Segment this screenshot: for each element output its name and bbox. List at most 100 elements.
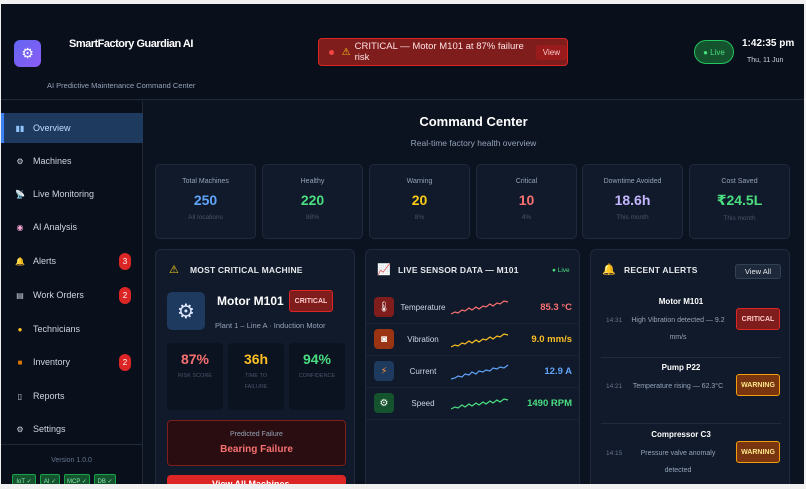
gear-icon: ⚙ bbox=[16, 156, 24, 166]
alerts-count-badge: 3 bbox=[119, 252, 131, 270]
machine-location: Plant 1 – Line A · Induction Motor bbox=[215, 321, 326, 330]
stat-card-total-machines[interactable]: Total Machines 250 All locations bbox=[155, 164, 256, 239]
recent-alerts-panel: 🔔 RECENT ALERTS View All Motor M101 14:3… bbox=[590, 249, 790, 484]
gear-icon: ⚙ bbox=[167, 292, 205, 330]
panel-title: LIVE SENSOR DATA — M101 bbox=[398, 265, 519, 275]
warning-icon: ⚠ bbox=[341, 46, 351, 58]
gear-icon: ⚙ bbox=[374, 393, 394, 413]
db-status-tag: DB ✓ bbox=[94, 474, 116, 484]
sidebar-item-label: Technicians bbox=[33, 324, 81, 334]
stat-sub: 4% bbox=[521, 214, 532, 221]
sensor-row-vibration[interactable]: ◙ Vibration 9.0 mm/s bbox=[366, 324, 580, 356]
live-status-badge: ● Live bbox=[694, 40, 734, 64]
chart-icon: ▮▮ bbox=[15, 123, 25, 133]
stat-label: Total Machines bbox=[182, 178, 229, 185]
sidebar-item-technicians[interactable]: ● Technicians bbox=[1, 314, 143, 344]
top-header: ⚙ SmartFactory Guardian AI AI Predictive… bbox=[1, 4, 804, 100]
bell-icon: 🔔 bbox=[602, 264, 616, 276]
clock-time: 1:42:35 pm bbox=[742, 38, 795, 49]
page-subtitle: Real-time factory health overview bbox=[410, 138, 537, 148]
page-title: Command Center bbox=[419, 114, 528, 129]
person-icon: ● bbox=[17, 324, 23, 334]
box-icon: ■ bbox=[17, 357, 23, 367]
alert-time: 14:15 bbox=[606, 450, 623, 457]
sidebar-item-label: Reports bbox=[33, 391, 65, 401]
sidebar-item-label: Live Monitoring bbox=[33, 189, 95, 199]
stat-value: 18.6h bbox=[614, 192, 651, 208]
sidebar-item-settings[interactable]: ⚙ Settings bbox=[1, 414, 143, 444]
stat-label: Cost Saved bbox=[721, 178, 758, 185]
sidebar-item-inventory[interactable]: ■ Inventory 2 bbox=[1, 347, 143, 377]
metric-value: 87% bbox=[180, 351, 210, 367]
vibration-sparkline bbox=[451, 333, 509, 348]
alert-message: High Vibration detected — 9.2 mm/s bbox=[631, 317, 725, 341]
sensor-value: 1490 RPM bbox=[527, 398, 572, 409]
alert-view-button[interactable]: View bbox=[535, 44, 567, 60]
sensor-name: Speed bbox=[411, 399, 435, 408]
stat-label: Warning bbox=[406, 178, 433, 185]
stat-card-critical[interactable]: Critical 10 4% bbox=[476, 164, 577, 239]
clock-date: Thu, 11 Jun bbox=[747, 57, 784, 64]
critical-alert-banner[interactable]: ⚠ CRITICAL — Motor M101 at 87% failure r… bbox=[318, 38, 568, 66]
trend-chart-icon: 📈 bbox=[377, 264, 391, 276]
sidebar-item-label: Overview bbox=[33, 123, 71, 133]
stat-sub: 8% bbox=[414, 214, 425, 221]
gear-icon: ⚙ bbox=[14, 40, 41, 67]
sidebar-item-ai-analysis[interactable]: ◉ AI Analysis bbox=[1, 212, 143, 242]
mcp-status-tag: MCP ✓ bbox=[64, 474, 90, 484]
sensor-row-speed[interactable]: ⚙ Speed 1490 RPM bbox=[366, 388, 580, 420]
stat-card-warning[interactable]: Warning 20 8% bbox=[369, 164, 470, 239]
app-subtitle: AI Predictive Maintenance Command Center bbox=[47, 81, 196, 90]
view-all-machines-button[interactable]: View All Machines → bbox=[167, 475, 346, 484]
alert-time: 14:31 bbox=[606, 317, 623, 324]
stat-value: 220 bbox=[300, 192, 325, 208]
lightning-icon: ⚡ bbox=[374, 361, 394, 381]
sidebar-item-live-monitoring[interactable]: 📡 Live Monitoring bbox=[1, 179, 143, 209]
app-window: ⚙ SmartFactory Guardian AI AI Predictive… bbox=[1, 4, 804, 484]
metric-label: TIME TO FAILURE bbox=[244, 373, 268, 390]
sidebar-item-label: Inventory bbox=[33, 357, 71, 367]
alert-machine-name: Pump P22 bbox=[661, 363, 701, 372]
stat-sub: 88% bbox=[305, 214, 319, 221]
metric-label: CONFIDENCE bbox=[298, 373, 336, 379]
critical-machine-panel: ⚠ MOST CRITICAL MACHINE ⚙ Motor M101 CRI… bbox=[155, 249, 355, 484]
sensor-value: 85.3 °C bbox=[540, 302, 572, 313]
stat-sub: This month bbox=[616, 214, 649, 221]
warning-icon: ⚠ bbox=[169, 264, 179, 276]
prediction-value: Bearing Failure bbox=[220, 444, 293, 455]
sensor-row-current[interactable]: ⚡ Current 12.9 A bbox=[366, 356, 580, 388]
stat-card-downtime-avoided[interactable]: Downtime Avoided 18.6h This month bbox=[582, 164, 683, 239]
divider bbox=[601, 423, 781, 424]
iot-status-tag: IoT ✓ bbox=[12, 474, 36, 484]
live-sensor-panel: 📈 LIVE SENSOR DATA — M101 ● Live 🌡 Tempe… bbox=[365, 249, 580, 484]
stat-card-cost-saved[interactable]: Cost Saved ₹24.5L This month bbox=[689, 164, 790, 239]
sidebar-item-label: Work Orders bbox=[33, 290, 84, 300]
satellite-icon: 📡 bbox=[15, 189, 25, 199]
app-title: SmartFactory Guardian AI bbox=[69, 38, 193, 50]
alert-dot-icon bbox=[329, 49, 334, 55]
machine-name: Motor M101 bbox=[217, 294, 284, 308]
sensor-row-temperature[interactable]: 🌡 Temperature 85.3 °C bbox=[366, 292, 580, 324]
alert-item[interactable]: Motor M101 14:31 High Vibration detected… bbox=[591, 297, 791, 361]
time-to-failure-metric: 36h TIME TO FAILURE bbox=[228, 343, 284, 410]
ai-status-tag: AI ✓ bbox=[40, 474, 60, 484]
sensor-name: Vibration bbox=[407, 335, 439, 344]
sidebar-item-overview[interactable]: ▮▮ Overview bbox=[1, 113, 143, 143]
sidebar-item-work-orders[interactable]: ▤ Work Orders 2 bbox=[1, 280, 143, 310]
view-all-alerts-button[interactable]: View All bbox=[735, 264, 781, 279]
alert-level-badge: WARNING bbox=[736, 441, 780, 463]
alert-machine-name: Compressor C3 bbox=[651, 430, 711, 439]
alert-item[interactable]: Compressor C3 14:15 Pressure valve anoma… bbox=[591, 430, 791, 484]
metric-label: RISK SCORE bbox=[178, 373, 212, 379]
alert-level-badge: CRITICAL bbox=[736, 308, 780, 330]
app-version: Version 1.0.0 bbox=[51, 457, 92, 464]
sidebar-item-machines[interactable]: ⚙ Machines bbox=[1, 146, 143, 176]
stat-card-healthy[interactable]: Healthy 220 88% bbox=[262, 164, 363, 239]
sidebar-item-reports[interactable]: ▯ Reports bbox=[1, 381, 143, 411]
sidebar-item-alerts[interactable]: 🔔 Alerts 3 bbox=[1, 246, 143, 276]
alert-item[interactable]: Pump P22 14:21 Temperature rising — 62.3… bbox=[591, 363, 791, 427]
alert-machine-name: Motor M101 bbox=[658, 297, 704, 306]
metric-value: 94% bbox=[302, 351, 332, 367]
alert-level-badge: WARNING bbox=[736, 374, 780, 396]
alert-banner-text: CRITICAL — Motor M101 at 87% failure ris… bbox=[354, 41, 524, 63]
